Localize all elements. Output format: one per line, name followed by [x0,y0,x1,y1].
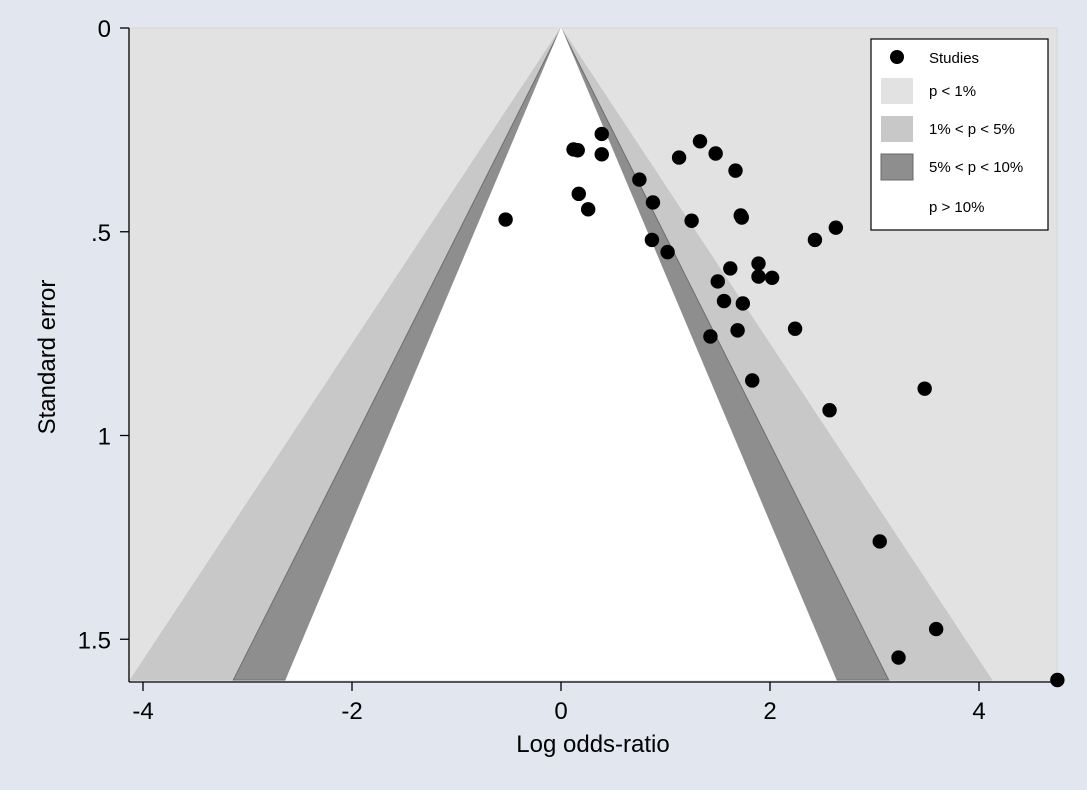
study-point-31 [822,403,837,418]
study-point-15 [728,163,743,178]
study-point-19 [723,261,738,276]
study-point-29 [807,232,823,248]
study-point-23 [751,269,766,284]
legend-marker-studies [890,50,904,64]
contour-regions [129,26,993,681]
study-point-36 [1050,672,1065,688]
x-tick-label-1: -2 [341,698,362,725]
study-point-11 [671,150,687,165]
study-point-34 [928,621,944,637]
study-point-14 [708,146,723,161]
study-point-22 [751,256,766,271]
legend-label-p-lt-1: p < 1% [929,83,976,100]
x-tick-label-0: -4 [132,698,153,725]
study-point-30 [828,220,844,235]
study-point-10 [660,244,675,260]
legend-label-p-1-5: 1% < p < 5% [929,121,1015,138]
legend-swatch-p-5-10 [880,153,914,181]
study-point-12 [684,213,699,228]
study-point-18 [710,274,725,289]
y-tick-label-2: 1 [98,424,111,451]
study-point-28 [787,321,803,336]
study-point-33 [872,534,887,549]
study-point-5 [571,186,586,202]
legend-label-p-gt-10: p > 10% [929,199,984,216]
study-point-0 [498,212,513,227]
y-tick-label-3: 1.5 [78,627,111,654]
study-point-6 [580,202,596,217]
legend: Studies p < 1% 1% < p < 5% 5% < p < 10% … [870,38,1049,231]
legend-swatch-p-1-5 [881,116,913,142]
x-axis-title: Log odds-ratio [516,731,669,758]
y-tick-label-1: .5 [91,220,111,247]
study-point-32 [917,381,932,396]
x-tick-label-2: 0 [554,698,567,725]
study-point-4 [594,147,609,162]
study-point-2 [570,143,585,158]
y-tick-label-0: 0 [98,16,111,43]
study-point-26 [730,323,745,338]
study-point-20 [716,293,732,309]
axes: -4 -2 0 2 4 0 .5 1 1.5 [78,16,1057,725]
x-tick-label-3: 2 [763,698,776,725]
study-point-25 [703,329,718,344]
study-point-9 [644,232,660,248]
study-point-8 [645,195,661,210]
study-point-21 [735,296,751,311]
legend-label-p-5-10: 5% < p < 10% [929,159,1023,176]
study-point-24 [764,270,780,285]
study-point-35 [891,650,906,665]
contour-region-3 [285,26,837,681]
study-point-3 [594,126,609,142]
legend-label-studies: Studies [929,50,979,67]
legend-swatch-p-lt-1 [881,78,913,104]
x-tick-label-4: 4 [972,698,985,725]
study-point-17 [734,210,749,225]
study-point-7 [632,172,647,187]
study-point-13 [692,134,708,149]
y-axis-title: Standard error [34,280,61,435]
study-points [498,126,1065,688]
study-point-27 [745,373,760,388]
